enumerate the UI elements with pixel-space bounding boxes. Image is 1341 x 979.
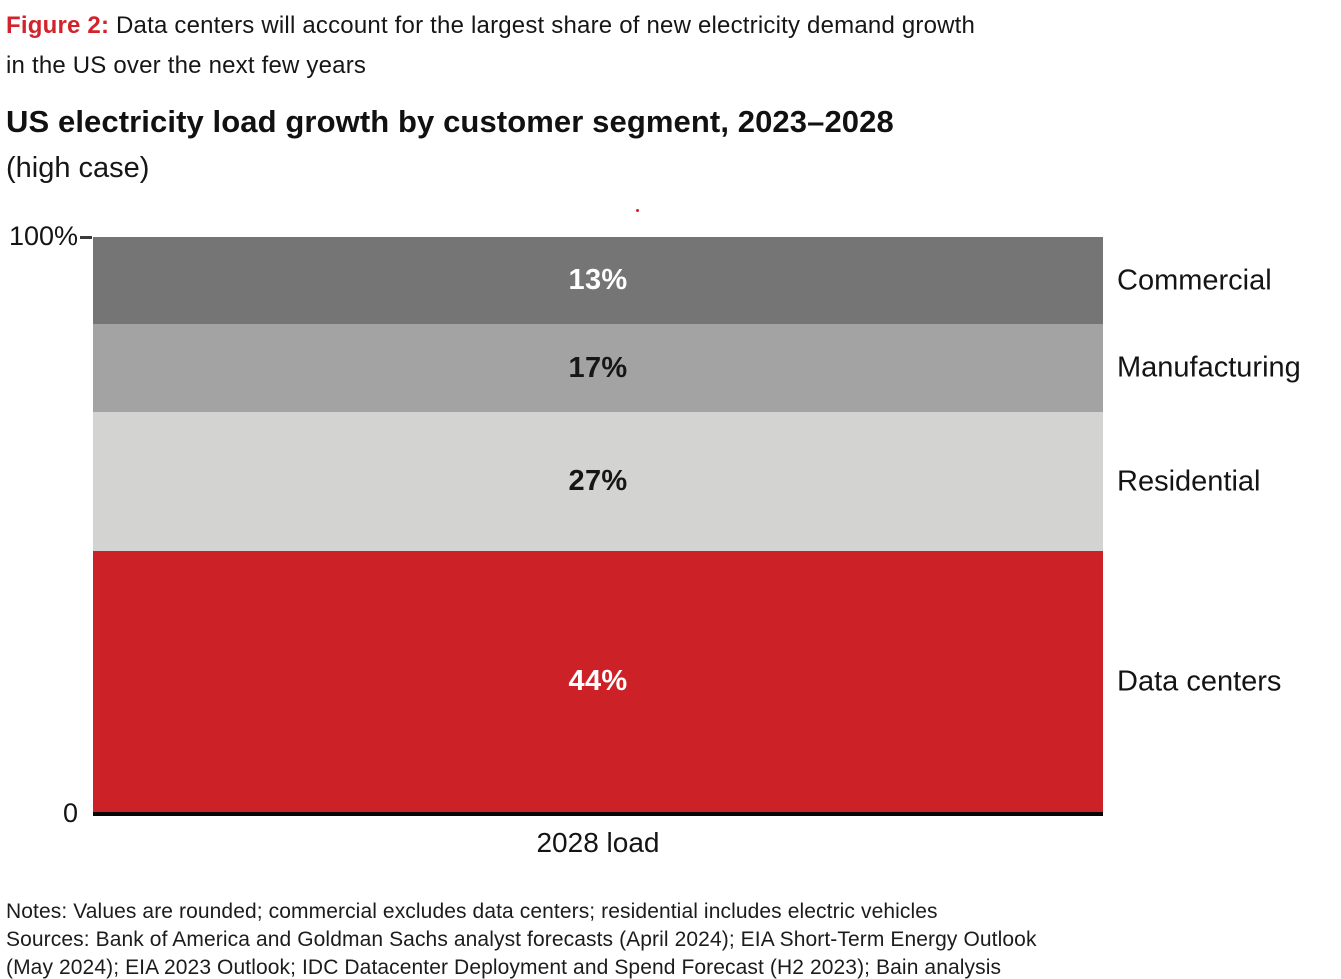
sources-line-1: Sources: Bank of America and Goldman Sac… <box>6 928 1037 951</box>
segment-category-label: Residential <box>1117 465 1261 497</box>
bar-segment-data-centers: 44% <box>93 551 1103 812</box>
bar-segment-commercial: 13% <box>93 237 1103 324</box>
sources-line-2: (May 2024); EIA 2023 Outlook; IDC Datace… <box>6 956 1002 979</box>
y-axis-bottom-tick-label: 0 <box>62 798 78 828</box>
segment-value-label: 44% <box>568 665 628 697</box>
segment-labels: Commercial Manufacturing Residential Data c… <box>1117 237 1341 812</box>
stacked-bar: 13% 17% 27% 44% <box>93 237 1103 812</box>
segment-category-label: Commercial <box>1117 264 1272 296</box>
figure-label: Figure 2: <box>6 12 110 39</box>
segment-value-label: 17% <box>568 351 628 384</box>
x-axis-line <box>93 812 1103 816</box>
y-axis-top-tick-label: 100% <box>8 221 78 251</box>
bar-segment-residential: 27% <box>93 412 1103 551</box>
notes-line: Notes: Values are rounded; commercial ex… <box>6 900 938 923</box>
figure-caption-line2: in the US over the next few years <box>6 52 367 79</box>
chart-subtitle: (high case) <box>6 152 150 184</box>
footnotes: Notes: Values are rounded; commercial ex… <box>6 898 1037 979</box>
figure-caption-text: Data centers will account for the larges… <box>109 12 976 39</box>
segment-value-label: 27% <box>568 465 628 497</box>
y-axis-top-tick-mark <box>80 236 92 239</box>
chart-title: US electricity load growth by customer s… <box>6 104 894 139</box>
bar-segment-manufacturing: 17% <box>93 324 1103 412</box>
segment-category-label: Manufacturing <box>1117 351 1301 384</box>
figure-caption-line1: Figure 2: Data centers will account for … <box>6 6 975 46</box>
artifact-dot <box>636 209 639 212</box>
figure-caption: Figure 2: Data centers will account for … <box>6 6 975 86</box>
segment-value-label: 13% <box>568 264 628 296</box>
segment-category-label: Data centers <box>1117 665 1282 697</box>
x-axis-category-label: 2028 load <box>536 827 660 858</box>
